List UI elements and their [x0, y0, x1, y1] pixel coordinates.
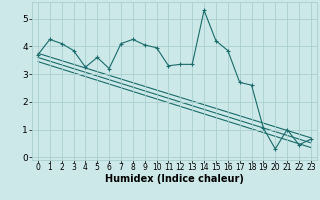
- X-axis label: Humidex (Indice chaleur): Humidex (Indice chaleur): [105, 174, 244, 184]
